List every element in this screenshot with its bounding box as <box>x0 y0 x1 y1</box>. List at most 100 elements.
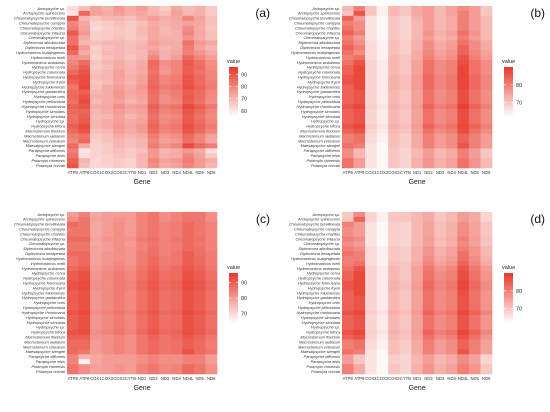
heatmap-cell <box>78 104 91 110</box>
heatmap-cell <box>422 25 435 31</box>
heatmap-cell <box>170 74 183 80</box>
heatmap-cell <box>182 69 195 76</box>
heatmap-cell <box>399 275 412 282</box>
heatmap-cell <box>388 231 400 237</box>
heatmap-cell <box>376 158 389 164</box>
y-tick-label: Arctopsyche spinescens <box>22 217 65 222</box>
heatmap-cell <box>422 359 435 365</box>
heatmap-cell <box>147 216 160 223</box>
heatmap-cell <box>388 60 400 66</box>
heatmap-cell <box>182 359 195 365</box>
heatmap-cell <box>445 74 458 80</box>
heatmap-cell <box>342 10 354 17</box>
heatmap-cell <box>388 364 400 370</box>
heatmap-cell <box>353 10 366 17</box>
heatmap-cell <box>353 231 366 237</box>
heatmap-cell <box>90 329 102 336</box>
heatmap-cell <box>124 109 137 115</box>
heatmap-cell <box>399 270 412 277</box>
heatmap-cell <box>182 35 195 41</box>
heatmap-cell <box>67 133 79 139</box>
heatmap-cell <box>159 148 172 154</box>
heatmap-cell <box>101 64 114 71</box>
heatmap-cell <box>457 79 470 85</box>
heatmap-cell <box>67 324 79 331</box>
heatmap-cell <box>365 138 377 144</box>
heatmap-cell <box>90 241 102 247</box>
heatmap-cell <box>136 280 149 286</box>
heatmap-cell <box>205 40 218 46</box>
heatmap-cells <box>67 212 218 375</box>
heatmap-cell <box>411 216 424 223</box>
heatmap-cell <box>468 40 481 46</box>
heatmap-cell <box>124 69 137 76</box>
heatmap-cell <box>193 153 206 159</box>
y-tick-label: Potamyia horvati <box>36 163 65 168</box>
heatmap-cell <box>159 109 172 115</box>
heatmap-cell <box>468 94 481 100</box>
heatmap-cell <box>170 231 183 237</box>
heatmap-cell <box>353 275 366 282</box>
heatmap-cell <box>376 226 389 232</box>
x-axis-title: Gene <box>133 179 150 186</box>
heatmap-cell <box>90 315 102 321</box>
heatmap-cell <box>182 163 195 169</box>
heatmap-cell <box>468 6 481 12</box>
heatmap-cell <box>90 300 102 306</box>
heatmap-cell <box>67 20 79 26</box>
x-tick-label: ND4L <box>458 170 469 175</box>
heatmap-cell <box>136 55 149 61</box>
heatmap-cell <box>468 104 481 110</box>
heatmap-cell <box>411 320 424 326</box>
heatmap-cell <box>159 369 172 375</box>
heatmap-cell <box>113 15 125 22</box>
heatmap-cell <box>124 40 137 46</box>
heatmap-cell <box>205 256 218 262</box>
heatmap-cell <box>78 290 91 296</box>
heatmap-cell <box>468 163 481 169</box>
heatmap-cell <box>78 216 91 223</box>
x-tick-label: ND4L <box>458 376 469 381</box>
heatmap-cell <box>147 158 160 164</box>
heatmap-cell <box>468 84 481 90</box>
heatmap-cell <box>147 231 160 237</box>
heatmap-cell <box>434 50 447 56</box>
heatmap-cell <box>411 236 424 242</box>
y-tick-label: Hydropsyche rhomboana <box>22 310 66 315</box>
heatmap-cell <box>388 138 400 144</box>
heatmap-cell <box>113 153 125 159</box>
heatmap-cell <box>124 84 137 90</box>
heatmap-cell <box>78 10 91 17</box>
heatmap-cell <box>205 123 218 130</box>
heatmap-cell <box>353 123 366 130</box>
heatmap-cell <box>399 221 412 228</box>
heatmap-cell <box>78 99 91 105</box>
heatmap-cell <box>365 89 377 95</box>
heatmap-cell <box>353 55 366 61</box>
heatmap-cell <box>67 320 79 326</box>
heatmap-cell <box>342 163 354 169</box>
heatmap-cell <box>101 344 114 350</box>
heatmap-cell <box>124 231 137 237</box>
heatmap-cell <box>101 133 114 139</box>
legend-tick-label: 80 <box>516 289 522 295</box>
heatmap-cell <box>457 329 470 336</box>
heatmap-cell <box>205 344 218 350</box>
x-axis-title: Gene <box>408 385 425 392</box>
heatmap-cell <box>388 143 400 149</box>
heatmap-cell <box>205 114 218 120</box>
heatmap-cell <box>78 295 91 301</box>
heatmap-cell <box>445 275 458 282</box>
heatmap-cell <box>205 270 218 277</box>
heatmap-cell <box>159 246 172 252</box>
heatmap-cell <box>434 10 447 17</box>
heatmap-cell <box>124 266 137 272</box>
heatmap-cell <box>113 118 125 125</box>
heatmap-cell <box>147 270 160 277</box>
heatmap-cell <box>147 300 160 306</box>
heatmap-cell <box>468 246 481 252</box>
heatmap-cell <box>388 295 400 301</box>
heatmap-cell <box>365 251 377 257</box>
heatmap-cell <box>388 30 400 36</box>
heatmap-cell <box>193 231 206 237</box>
